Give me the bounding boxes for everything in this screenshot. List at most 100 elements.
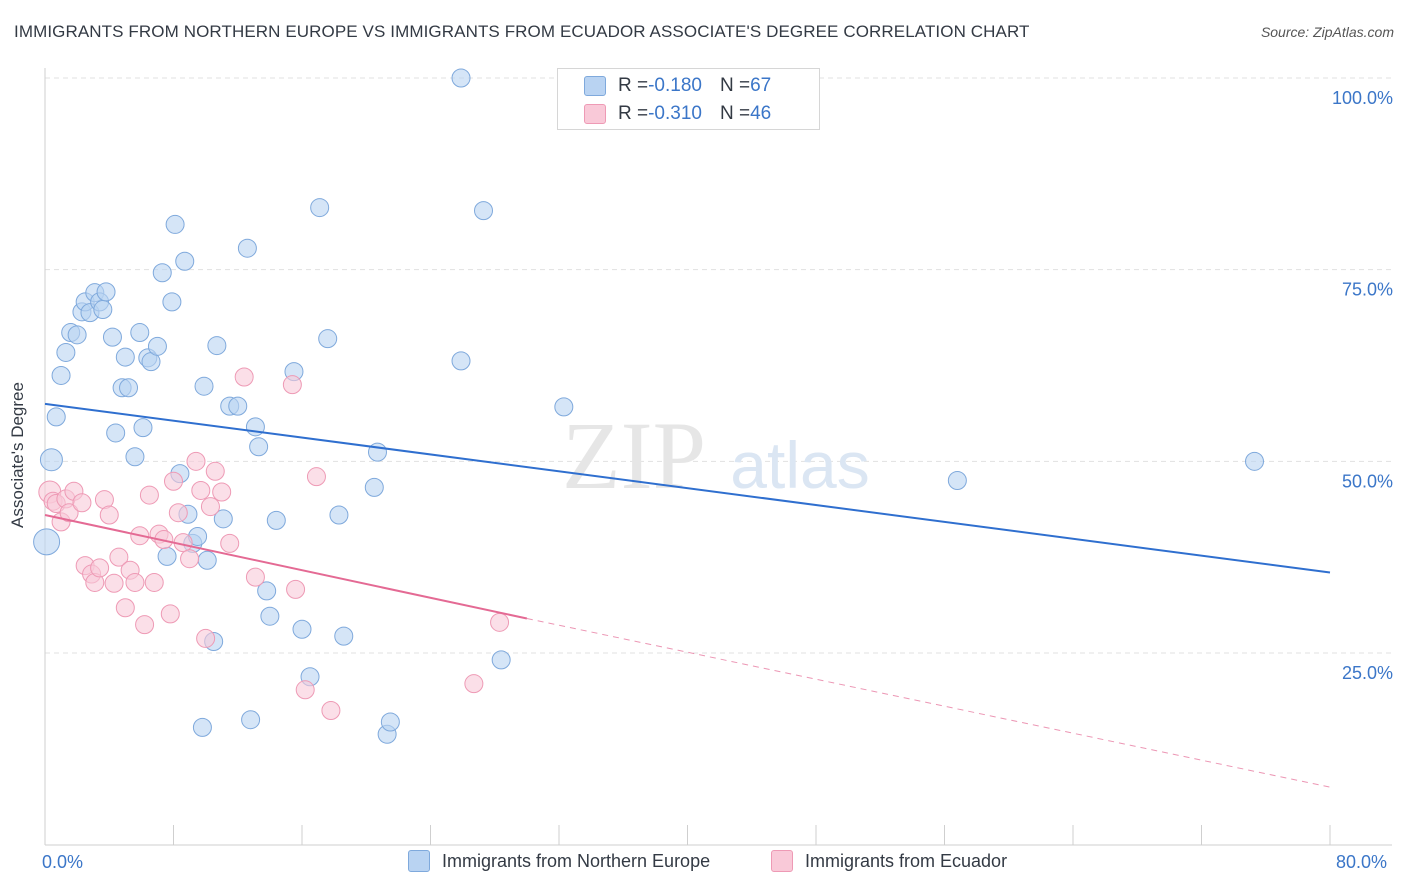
northern-europe-point	[947, 471, 967, 490]
northern-europe-point	[39, 448, 63, 472]
series-legend: Immigrants from Northern Europe Immigran…	[0, 850, 1406, 880]
northern-europe-point	[51, 365, 71, 385]
y-tick-labels: 25.0% 50.0% 75.0% 100.0%	[1332, 88, 1393, 683]
ecuador-point	[212, 482, 232, 502]
ecuador-point	[99, 505, 119, 525]
ecuador-point	[245, 567, 265, 587]
northern-europe-point	[364, 477, 384, 497]
legend-item-northern-europe[interactable]: Immigrants from Northern Europe	[408, 850, 710, 872]
x-axis-min-label: 0.0%	[42, 852, 84, 872]
watermark: ZIP atlas	[562, 402, 870, 509]
legend-label: Immigrants from Northern Europe	[442, 850, 711, 871]
ecuador-point	[196, 628, 216, 648]
ecuador-point	[115, 598, 135, 618]
legend-label: Immigrants from Ecuador	[805, 850, 1008, 871]
ecuador-point	[186, 451, 206, 471]
ecuador-point	[205, 461, 225, 481]
northern-europe-point	[1245, 451, 1265, 471]
n-label: N =	[719, 103, 751, 124]
northern-europe-point	[130, 323, 150, 343]
gridlines	[45, 77, 1392, 654]
northern-europe-point	[157, 546, 177, 566]
northern-europe-point	[237, 238, 257, 258]
y-axis-label: Associate's Degree	[8, 382, 27, 528]
r-value: -0.310	[648, 103, 702, 124]
northern-europe-point	[207, 336, 227, 356]
trend-lines	[44, 402, 1331, 788]
northern-europe-point	[213, 509, 233, 529]
northern-europe-point	[451, 351, 471, 371]
northern-europe-point	[119, 378, 139, 398]
ecuador-point	[191, 480, 211, 500]
ecuador-point	[104, 573, 124, 593]
northern-europe-point	[192, 717, 212, 737]
northern-europe-point	[162, 292, 182, 312]
northern-europe-point	[147, 336, 167, 356]
x-axis-max-label: 80.0%	[1336, 852, 1388, 872]
northern-europe-point	[228, 396, 248, 416]
y-tick-label: 50.0%	[1342, 471, 1393, 491]
ecuador-point	[164, 471, 183, 491]
stats-legend-row-pink: R = -0.310 N = 46	[584, 100, 771, 128]
blue-swatch	[408, 850, 430, 872]
n-value: 46	[750, 103, 772, 124]
pink-swatch	[771, 850, 793, 872]
r-label: R =	[618, 75, 649, 96]
northern-europe-point	[554, 397, 574, 417]
northern-europe-point	[318, 329, 338, 349]
northern-europe-point	[93, 300, 113, 320]
blue-swatch	[584, 76, 606, 96]
ecuador-trend-extension	[526, 618, 1331, 788]
stats-legend-row-blue: R = -0.180 N = 67	[584, 72, 771, 100]
northern-europe-point	[474, 201, 494, 221]
northern-europe-point	[249, 437, 269, 457]
northern-europe-point	[310, 198, 330, 218]
n-value: 67	[750, 75, 772, 96]
y-tick-label: 25.0%	[1342, 663, 1393, 683]
northern-europe-point	[56, 342, 76, 362]
ecuador-point	[160, 604, 180, 624]
watermark-zip: ZIP	[562, 402, 706, 509]
ecuador-point	[295, 680, 315, 700]
northern-europe-point	[380, 712, 400, 732]
ecuador-point	[321, 701, 341, 720]
northern-europe-trend-line	[44, 402, 1331, 574]
ecuador-point	[139, 485, 159, 505]
n-label: N =	[719, 75, 751, 96]
northern-europe-point	[33, 528, 61, 556]
northern-europe-point	[194, 376, 214, 396]
pink-swatch	[584, 104, 606, 124]
source-credit: Source: ZipAtlas.com	[1260, 24, 1394, 40]
northern-europe-point	[165, 214, 185, 234]
ecuador-point	[220, 533, 240, 553]
ecuador-point	[90, 558, 110, 578]
northern-europe-point	[96, 282, 116, 302]
ecuador-point	[464, 674, 484, 694]
northern-europe-point	[46, 407, 66, 427]
ecuador-point	[490, 612, 510, 632]
watermark-atlas: atlas	[730, 428, 869, 502]
stats-legend: R = -0.180 N = 67 R = -0.310 N = 46	[557, 68, 820, 130]
northern-europe-point	[292, 619, 312, 639]
northern-europe-point	[125, 447, 145, 467]
northern-europe-point	[257, 581, 277, 601]
northern-europe-point	[175, 251, 195, 271]
ecuador-point	[109, 547, 129, 567]
ecuador-point	[72, 493, 92, 513]
northern-europe-point	[133, 418, 153, 438]
legend-item-ecuador[interactable]: Immigrants from Ecuador	[771, 850, 1007, 872]
ecuador-point	[286, 579, 306, 599]
northern-europe-point	[260, 606, 280, 626]
data-points	[33, 68, 1265, 744]
chart-title: IMMIGRANTS FROM NORTHERN EUROPE VS IMMIG…	[14, 22, 1030, 41]
northern-europe-point	[152, 263, 172, 283]
northern-europe-point	[329, 505, 349, 525]
ecuador-point	[59, 503, 79, 523]
ecuador-point	[125, 572, 145, 592]
northern-europe-point	[241, 710, 261, 730]
ecuador-point	[306, 467, 326, 487]
ecuador-point	[200, 497, 220, 517]
ecuador-point	[282, 375, 302, 395]
northern-europe-point	[491, 650, 511, 670]
northern-europe-point	[334, 626, 354, 646]
